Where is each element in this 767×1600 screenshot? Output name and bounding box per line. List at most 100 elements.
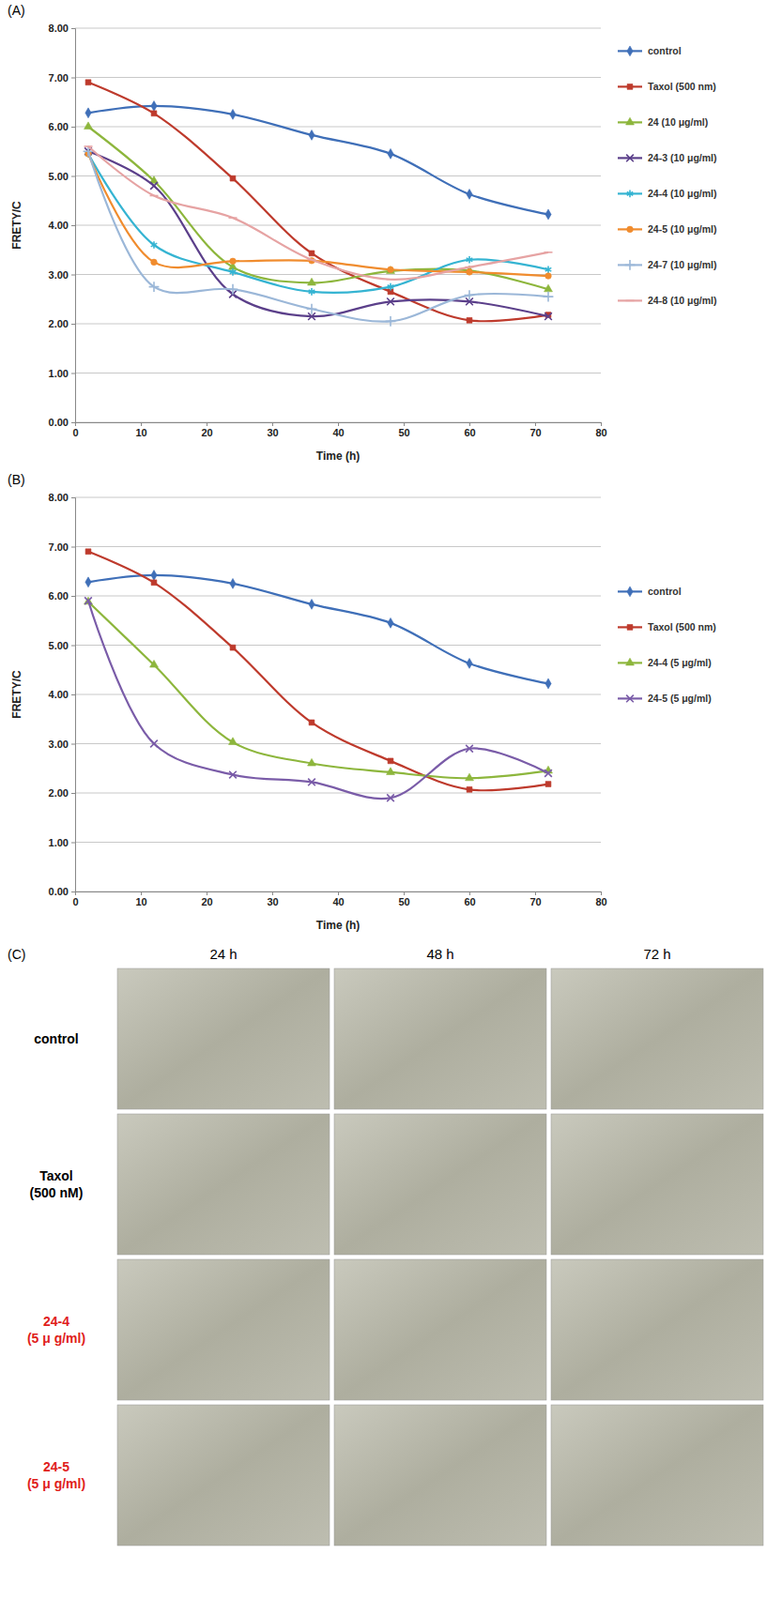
marker — [151, 580, 157, 586]
y-tick: 5.00 — [48, 640, 76, 652]
marker — [84, 122, 93, 130]
legend-item: control — [617, 45, 682, 57]
y-tick: 4.00 — [48, 219, 76, 231]
x-tick: 70 — [529, 891, 541, 908]
marker — [386, 298, 395, 307]
grid-line — [75, 76, 601, 78]
x-tick: 60 — [463, 422, 476, 439]
marker — [151, 101, 157, 112]
marker — [544, 251, 553, 254]
marker — [230, 644, 236, 651]
y-tick-label: 3.00 — [48, 738, 69, 751]
x-axis-title: Time (h) — [316, 449, 360, 463]
legend-label: control — [647, 45, 682, 57]
marker — [386, 794, 395, 802]
y-tick-label: 5.00 — [48, 640, 69, 652]
y-tick-mark — [71, 28, 76, 30]
marker — [465, 773, 475, 782]
x-tick: 0 — [72, 891, 78, 908]
series-line — [88, 146, 549, 280]
legend-marker — [626, 117, 635, 125]
marker — [230, 258, 237, 265]
y-tick: 3.00 — [48, 269, 76, 281]
y-tick-label: 8.00 — [48, 491, 69, 504]
x-axis-line — [76, 892, 602, 897]
x-tick-mark — [535, 891, 537, 896]
series-markers — [85, 151, 553, 280]
series-markers — [84, 122, 553, 292]
marker — [387, 283, 395, 292]
y-tick-label: 0.00 — [48, 416, 69, 429]
y-tick-label: 2.00 — [48, 318, 69, 330]
marker — [466, 658, 473, 669]
grid-line — [75, 546, 601, 548]
x-tick-mark — [469, 422, 471, 427]
column-head: 24 h — [209, 946, 237, 963]
series-line — [88, 600, 549, 799]
x-tick: 10 — [135, 891, 147, 908]
x-axis: 01020304050607080 — [72, 422, 607, 439]
marker — [466, 256, 474, 264]
marker — [544, 769, 553, 778]
y-tick-label: 4.00 — [48, 689, 69, 701]
chart-panel: (B)0.001.002.003.004.005.006.007.008.000… — [7, 472, 717, 933]
legend-marker — [626, 658, 635, 666]
y-tick-label: 5.00 — [48, 170, 69, 183]
x-tick-label: 30 — [266, 427, 278, 439]
x-axis-line — [76, 423, 602, 428]
legend-item: 24-3 (10 μg/ml) — [617, 152, 718, 164]
marker — [386, 266, 396, 275]
x-tick-mark — [403, 422, 405, 427]
grid-line — [75, 497, 601, 499]
grid-line — [75, 644, 601, 646]
y-axis-line — [71, 498, 77, 893]
micrograph — [117, 1259, 330, 1401]
y-tick-mark — [71, 176, 76, 178]
x-tick-mark — [140, 891, 142, 896]
y-tick-label: 0.00 — [48, 886, 69, 898]
grid-line — [75, 793, 601, 795]
legend-marker — [627, 586, 633, 598]
series-markers — [85, 570, 552, 690]
legend-label: 24-7 (10 μg/ml) — [647, 259, 718, 271]
x-tick: 20 — [200, 891, 213, 908]
grid-line — [75, 323, 601, 325]
y-tick-label: 4.00 — [48, 219, 69, 231]
marker — [386, 767, 396, 776]
x-tick: 30 — [266, 891, 278, 908]
legend-marker — [626, 695, 634, 704]
x-tick: 80 — [595, 891, 607, 908]
x-tick-label: 10 — [135, 896, 147, 908]
grid-line — [75, 126, 601, 128]
series-markers — [84, 597, 553, 782]
x-tick-label: 50 — [398, 896, 410, 908]
x-tick-label: 50 — [398, 427, 410, 439]
y-tick-mark — [71, 323, 76, 325]
x-tick-mark — [206, 891, 208, 896]
marker — [308, 129, 315, 140]
marker — [386, 278, 396, 281]
x-tick-mark — [272, 422, 274, 427]
y-tick-mark — [71, 225, 76, 227]
y-tick-mark — [71, 126, 76, 128]
y-tick: 2.00 — [48, 318, 76, 330]
x-tick-mark — [140, 422, 142, 427]
x-tick-label: 0 — [72, 896, 78, 908]
marker — [545, 265, 553, 274]
marker — [308, 288, 316, 296]
marker — [230, 578, 236, 589]
legend: controlTaxol (500 nm)24 (10 μg/ml)24-3 (… — [617, 45, 718, 307]
marker — [464, 290, 476, 301]
y-tick: 0.00 — [48, 886, 76, 898]
legend-item: 24-4 (5 μg/ml) — [617, 657, 712, 669]
x-tick-mark — [535, 422, 537, 427]
legend-item: 24-5 (5 μg/ml) — [617, 692, 712, 705]
legend-item: 24 (10 μg/ml) — [617, 116, 708, 128]
x-tick: 50 — [398, 891, 410, 908]
x-tick-mark — [206, 422, 208, 427]
y-tick: 1.00 — [48, 837, 76, 849]
grid — [75, 28, 601, 423]
x-tick-label: 40 — [332, 427, 344, 439]
micrograph — [117, 1114, 330, 1256]
x-tick-mark — [337, 891, 339, 896]
